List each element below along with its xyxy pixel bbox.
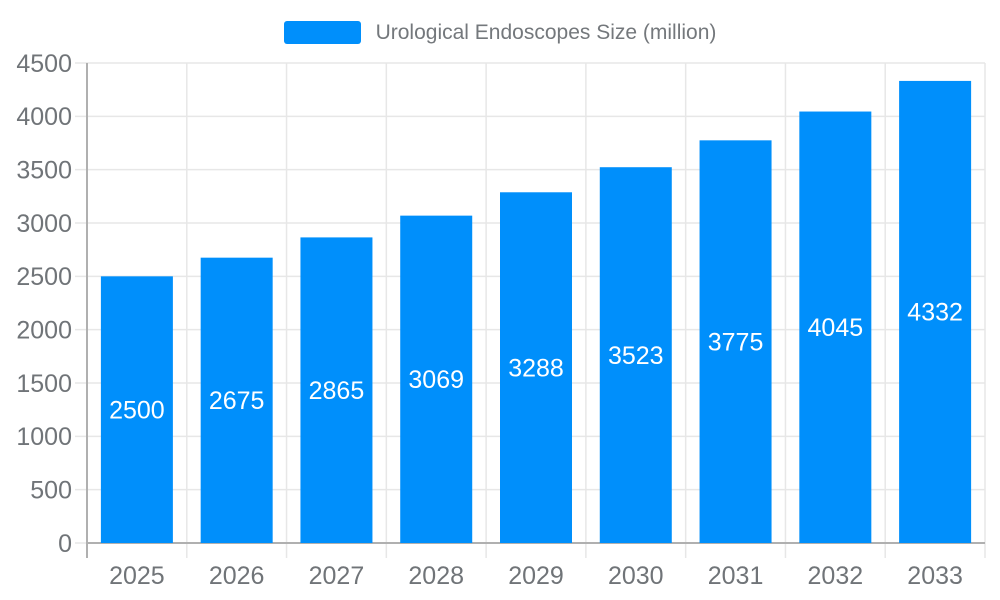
bar-2026[interactable]: [200, 257, 273, 543]
bar-2025[interactable]: [100, 276, 173, 543]
y-axis-tick-label: 500: [30, 476, 72, 504]
bar-2028[interactable]: [400, 215, 473, 543]
y-axis-tick-label: 3500: [16, 156, 72, 184]
y-axis-tick-label: 3000: [16, 210, 72, 238]
bar-value-label: 3069: [408, 366, 464, 394]
legend-label: Urological Endoscopes Size (million): [375, 20, 717, 44]
bar-2029[interactable]: [500, 192, 572, 543]
bar-2030[interactable]: [599, 167, 672, 544]
y-axis-tick-label: 2000: [16, 316, 72, 344]
bar-2027[interactable]: [300, 237, 373, 543]
x-axis-tick-label: 2033: [907, 562, 963, 590]
x-axis-tick-label: 2029: [508, 562, 564, 590]
bar-2031[interactable]: [699, 140, 772, 544]
y-axis-tick-label: 4500: [16, 50, 72, 78]
bar-2033[interactable]: [899, 80, 972, 544]
y-axis-tick-label: 1000: [16, 423, 72, 451]
x-axis-tick-label: 2026: [209, 562, 265, 590]
bar-2032[interactable]: [799, 111, 872, 544]
x-axis-tick-label: 2030: [608, 562, 664, 590]
x-axis-tick-label: 2025: [109, 562, 165, 590]
bar-value-label: 2675: [209, 387, 265, 415]
x-axis-tick-label: 2031: [708, 562, 764, 590]
bar-value-label: 3523: [608, 342, 664, 370]
bar-value-label: 4332: [907, 299, 963, 327]
x-axis-tick-label: 2028: [408, 562, 464, 590]
x-axis-tick-label: 2032: [808, 562, 864, 590]
bar-value-label: 3288: [508, 354, 564, 382]
x-axis-tick-label: 2027: [309, 562, 365, 590]
legend-marker-swatch: [283, 20, 361, 44]
chart-legend[interactable]: Urological Endoscopes Size (million): [0, 10, 1000, 54]
bar-value-label: 3775: [708, 328, 764, 356]
y-axis-tick-label: 1500: [16, 370, 72, 398]
bar-value-label: 2500: [109, 396, 165, 424]
bar-value-label: 4045: [808, 314, 864, 342]
y-axis-tick-label: 4000: [16, 103, 72, 131]
y-axis-tick-label: 2500: [16, 263, 72, 291]
y-axis-tick-label: 0: [58, 530, 72, 558]
bar-value-label: 2865: [309, 377, 365, 405]
